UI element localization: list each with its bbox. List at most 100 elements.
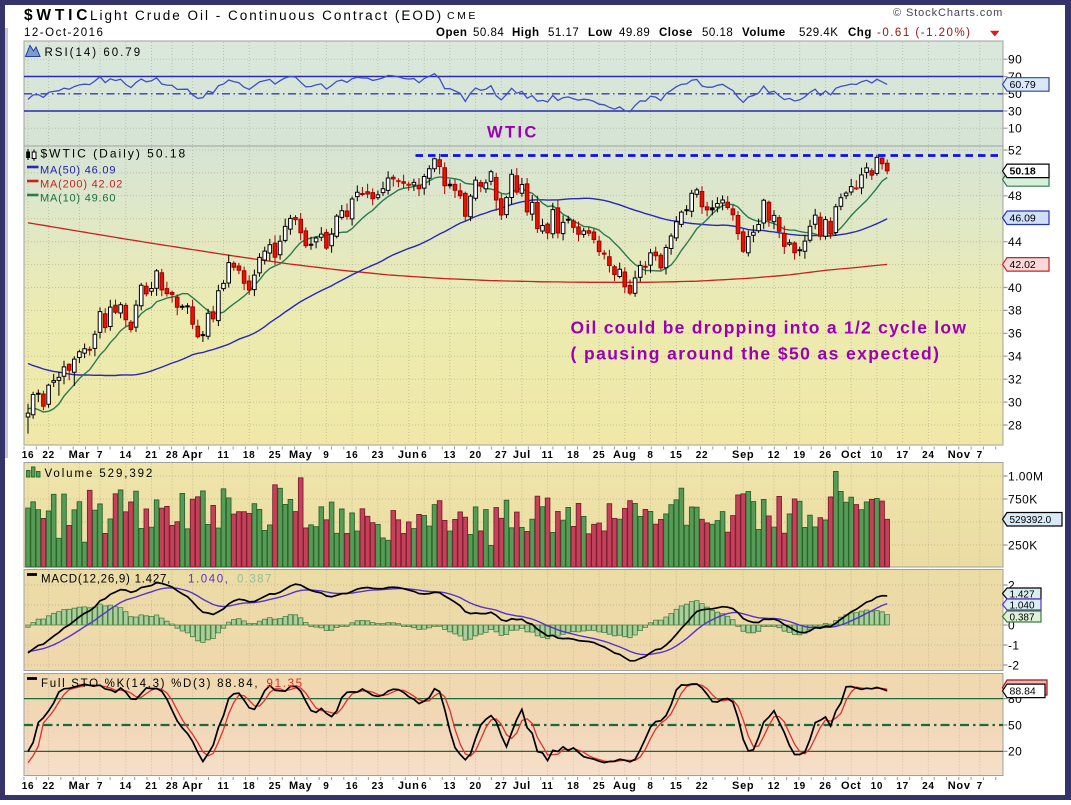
svg-text:23: 23: [372, 781, 385, 792]
svg-text:Aug: Aug: [613, 449, 636, 461]
svg-text:10: 10: [871, 450, 884, 461]
svg-text:25: 25: [593, 450, 606, 461]
svg-text:529392.0: 529392.0: [1010, 515, 1052, 526]
svg-text:24: 24: [922, 781, 935, 792]
svg-text:$WTIC: $WTIC: [24, 7, 91, 24]
svg-text:12-Oct-2016: 12-Oct-2016: [24, 27, 104, 39]
svg-text:16: 16: [346, 450, 359, 461]
svg-text:May: May: [289, 449, 313, 461]
svg-text:-1: -1: [1008, 638, 1019, 652]
svg-text:11: 11: [542, 781, 554, 792]
svg-text:42.02: 42.02: [1010, 259, 1036, 271]
svg-text:25: 25: [269, 450, 282, 461]
svg-text:7: 7: [977, 781, 983, 792]
svg-text:22: 22: [42, 450, 55, 461]
svg-text:WTIC: WTIC: [487, 124, 539, 142]
svg-text:Jul: Jul: [513, 449, 531, 461]
svg-text:20: 20: [469, 450, 482, 461]
svg-text:RSI(14) 60.79: RSI(14) 60.79: [45, 47, 143, 59]
svg-text:8: 8: [647, 450, 653, 461]
svg-text:28: 28: [166, 781, 179, 792]
svg-text:23: 23: [372, 450, 385, 461]
svg-text:27: 27: [495, 781, 508, 792]
svg-text:20: 20: [1008, 745, 1022, 759]
svg-text:18: 18: [567, 450, 580, 461]
svg-text:19: 19: [793, 450, 806, 461]
svg-text:MA(50) 46.09: MA(50) 46.09: [40, 165, 116, 177]
svg-text:25: 25: [269, 781, 282, 792]
svg-text:12: 12: [768, 450, 781, 461]
svg-text:50: 50: [1008, 718, 1022, 732]
svg-text:26: 26: [819, 450, 832, 461]
svg-text:22: 22: [42, 781, 55, 792]
svg-text:11: 11: [218, 781, 230, 792]
svg-text:50.18: 50.18: [702, 27, 733, 39]
svg-text:Aug: Aug: [613, 780, 636, 792]
svg-text:Oct: Oct: [841, 449, 861, 461]
svg-text:Jun: Jun: [398, 780, 420, 792]
svg-text:7: 7: [97, 450, 103, 461]
svg-text:250K: 250K: [1008, 538, 1038, 552]
svg-text:Volume: Volume: [742, 27, 786, 39]
svg-text:6: 6: [421, 450, 427, 461]
svg-text:Close: Close: [659, 27, 693, 39]
svg-text:36: 36: [1008, 327, 1022, 341]
svg-text:0: 0: [1008, 618, 1015, 632]
svg-text:Jul: Jul: [513, 780, 531, 792]
svg-text:Mar: Mar: [69, 449, 91, 461]
svg-text:-2: -2: [1008, 658, 1019, 672]
svg-text:40: 40: [1008, 281, 1022, 295]
svg-text:15: 15: [670, 450, 683, 461]
svg-text:30: 30: [1008, 395, 1022, 409]
svg-text:25: 25: [593, 781, 606, 792]
svg-text:11: 11: [542, 450, 554, 461]
svg-text:30: 30: [1008, 104, 1022, 118]
svg-text:Oil could be dropping into a 1: Oil could be dropping into a 1/2 cycle l…: [571, 318, 968, 338]
svg-text:88.84: 88.84: [1010, 686, 1036, 698]
svg-text:2: 2: [1008, 578, 1015, 592]
svg-text:10: 10: [1008, 122, 1022, 136]
svg-text:Full STO %K(14,3) %D(3) 88.84,: Full STO %K(14,3) %D(3) 88.84,: [41, 678, 259, 690]
svg-text:38: 38: [1008, 304, 1022, 318]
svg-text:-0.61 (-1.20%): -0.61 (-1.20%): [877, 27, 972, 39]
svg-text:28: 28: [166, 450, 179, 461]
svg-text:48: 48: [1008, 189, 1022, 203]
svg-text:Apr: Apr: [182, 449, 203, 461]
svg-text:1.427: 1.427: [1010, 589, 1035, 600]
svg-text:6: 6: [421, 781, 427, 792]
svg-text:52: 52: [1008, 143, 1022, 157]
svg-text:7: 7: [977, 450, 983, 461]
svg-text:19: 19: [793, 781, 806, 792]
svg-text:Nov: Nov: [948, 780, 971, 792]
svg-text:© StockCharts.com: © StockCharts.com: [893, 7, 1003, 19]
svg-text:1.040,: 1.040,: [188, 574, 230, 586]
svg-text:11: 11: [218, 450, 230, 461]
svg-text:12: 12: [768, 781, 781, 792]
svg-text:22: 22: [696, 781, 709, 792]
svg-text:10: 10: [871, 781, 884, 792]
svg-text:20: 20: [469, 781, 482, 792]
svg-text:50.18: 50.18: [1010, 166, 1036, 178]
svg-text:44: 44: [1008, 235, 1022, 249]
svg-text:18: 18: [243, 781, 256, 792]
svg-text:24: 24: [922, 450, 935, 461]
svg-text:51.17: 51.17: [548, 27, 579, 39]
svg-text:15: 15: [670, 781, 683, 792]
svg-text:$WTIC (Daily) 50.18: $WTIC (Daily) 50.18: [41, 147, 188, 161]
svg-text:16: 16: [22, 450, 35, 461]
svg-text:0.387: 0.387: [237, 574, 273, 586]
svg-text:1.040: 1.040: [1010, 600, 1035, 611]
svg-text:( pausing around the $50 as ex: ( pausing around the $50 as expected): [571, 344, 941, 364]
svg-text:60.79: 60.79: [1010, 79, 1036, 91]
svg-text:16: 16: [22, 781, 35, 792]
svg-text:26: 26: [819, 781, 832, 792]
svg-text:7: 7: [97, 781, 103, 792]
svg-text:21: 21: [145, 781, 158, 792]
svg-text:1.00M: 1.00M: [1008, 469, 1043, 483]
svg-text:Sep: Sep: [732, 780, 754, 792]
svg-text:750K: 750K: [1008, 492, 1038, 506]
svg-text:CME: CME: [447, 10, 478, 22]
svg-text:13: 13: [444, 450, 457, 461]
svg-text:Volume 529,392: Volume 529,392: [45, 468, 155, 480]
svg-text:50.84: 50.84: [473, 27, 504, 39]
